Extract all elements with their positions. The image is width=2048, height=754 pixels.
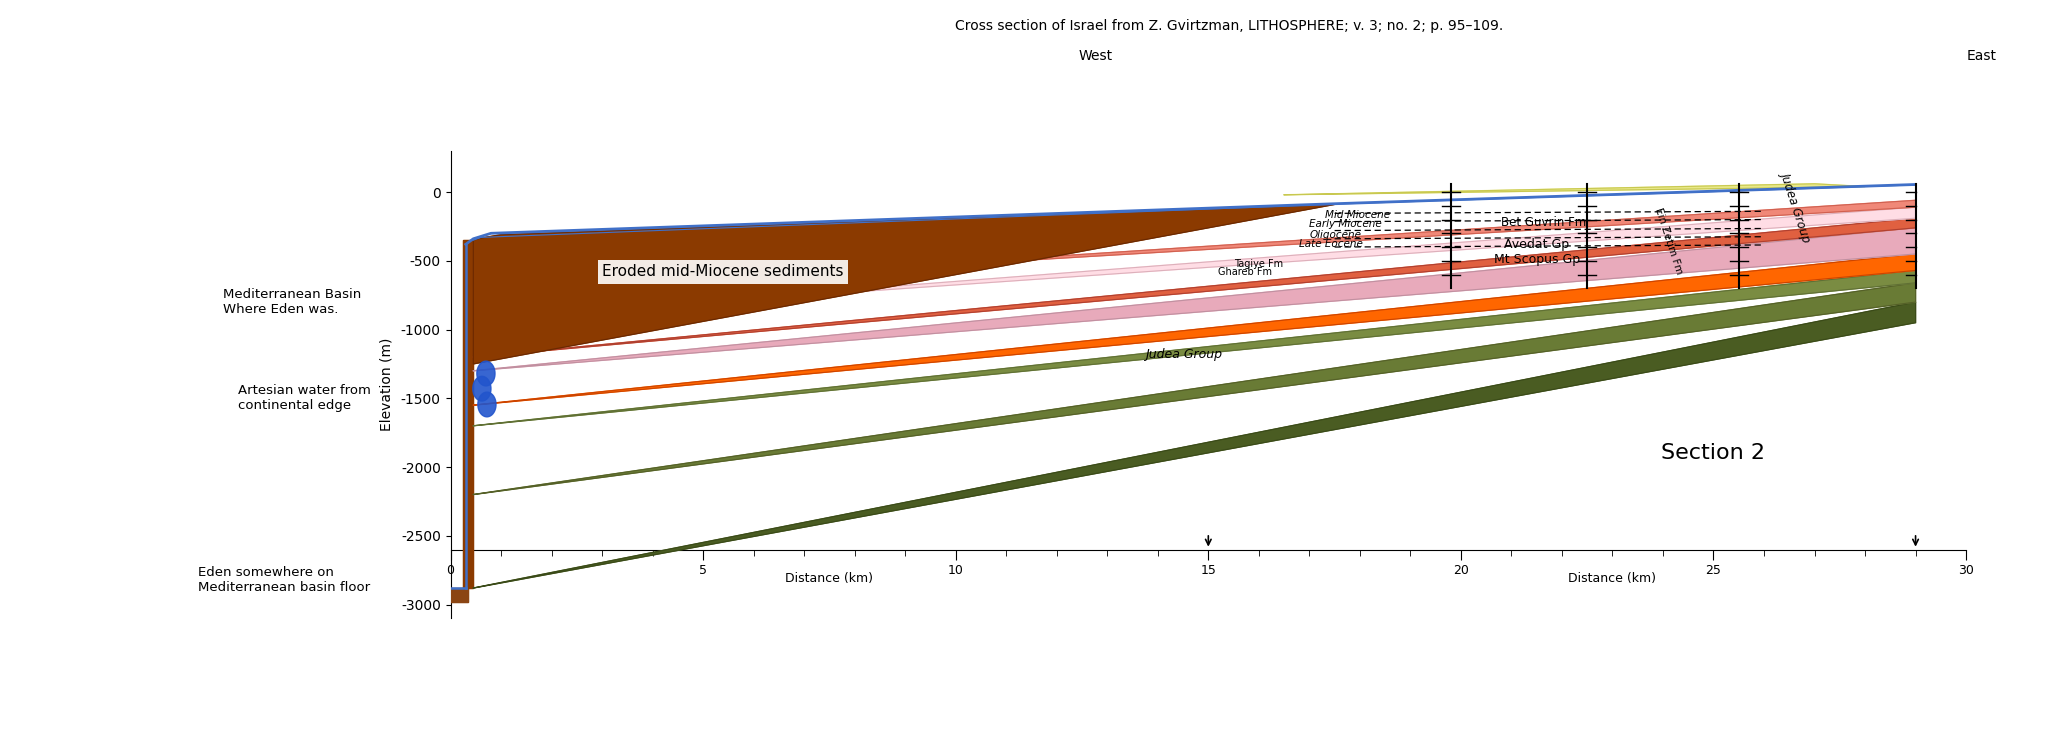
Text: Distance (km): Distance (km) xyxy=(1569,572,1657,584)
Text: Mt Scopus Gp: Mt Scopus Gp xyxy=(1493,253,1579,266)
Polygon shape xyxy=(602,201,1915,286)
Polygon shape xyxy=(1284,184,1866,195)
Text: Mediterranean Basin
Where Eden was.: Mediterranean Basin Where Eden was. xyxy=(223,288,362,316)
Text: Judea Group: Judea Group xyxy=(1145,348,1221,361)
Text: Eroded mid-Miocene sediments: Eroded mid-Miocene sediments xyxy=(602,265,844,279)
Text: Ghareb Fm: Ghareb Fm xyxy=(1219,267,1272,277)
Polygon shape xyxy=(477,392,496,417)
Y-axis label: Elevation (m): Elevation (m) xyxy=(379,338,393,431)
Text: Oligocene: Oligocene xyxy=(1309,230,1362,240)
Polygon shape xyxy=(473,376,492,401)
Text: Mid Miocene: Mid Miocene xyxy=(1325,210,1391,219)
Text: Cross section of Israel from Z. Gvirtzman, LITHOSPHERE; v. 3; no. 2; p. 95–109.: Cross section of Israel from Z. Gvirtzma… xyxy=(954,19,1503,33)
Polygon shape xyxy=(473,204,1335,364)
Polygon shape xyxy=(473,283,1915,495)
Polygon shape xyxy=(473,218,1915,357)
Text: Tagiye Fm: Tagiye Fm xyxy=(1233,259,1282,268)
Text: Judea Group: Judea Group xyxy=(1780,170,1815,244)
Polygon shape xyxy=(473,254,1915,405)
Text: Ein Zetim Fm: Ein Zetim Fm xyxy=(1653,207,1683,276)
Polygon shape xyxy=(473,228,1915,371)
Text: Distance (km): Distance (km) xyxy=(786,572,872,584)
Text: Eden somewhere on
Mediterranean basin floor: Eden somewhere on Mediterranean basin fl… xyxy=(199,566,371,594)
Polygon shape xyxy=(473,271,1915,426)
Text: West: West xyxy=(1079,49,1112,63)
Polygon shape xyxy=(399,588,469,602)
Polygon shape xyxy=(512,207,1915,316)
Polygon shape xyxy=(473,302,1915,588)
Text: Artesian water from
continental edge: Artesian water from continental edge xyxy=(238,385,371,412)
Polygon shape xyxy=(477,361,496,386)
Polygon shape xyxy=(463,241,473,588)
Text: Avedat Gp: Avedat Gp xyxy=(1503,238,1569,251)
Text: Late Eocene: Late Eocene xyxy=(1298,238,1364,249)
Text: East: East xyxy=(1966,49,1997,63)
Text: Section 2: Section 2 xyxy=(1661,443,1765,463)
Text: Bet Guvrin Fm: Bet Guvrin Fm xyxy=(1501,216,1587,229)
Text: Early Miocene: Early Miocene xyxy=(1309,219,1382,229)
